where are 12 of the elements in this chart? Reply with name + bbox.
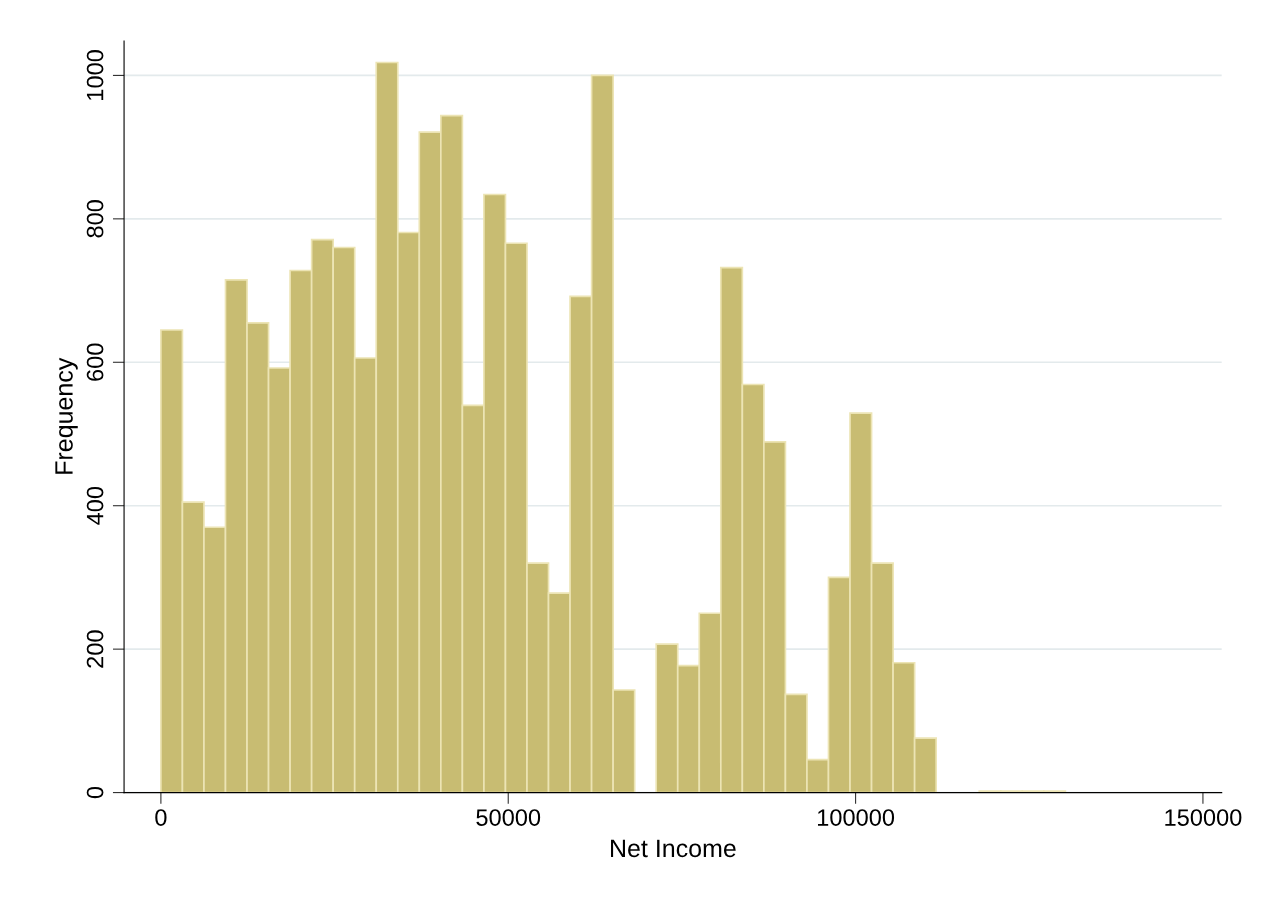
y-tick-label: 600 (86, 343, 104, 381)
y-tick-label: 400 (86, 486, 104, 525)
x-tick-label: 0 (155, 809, 167, 826)
y-tick-label: 1000 (86, 50, 104, 100)
x-axis-title: Net Income (611, 839, 736, 858)
y-tick-label: 200 (86, 630, 104, 668)
x-tick-label: 150000 (1165, 809, 1242, 826)
y-tick-label: 800 (86, 200, 104, 238)
y-tick-label: 0 (86, 786, 104, 799)
x-tick-label: 50000 (476, 809, 541, 826)
x-tick-label: 100000 (817, 809, 895, 826)
y-axis-title: Frequency (55, 357, 78, 474)
